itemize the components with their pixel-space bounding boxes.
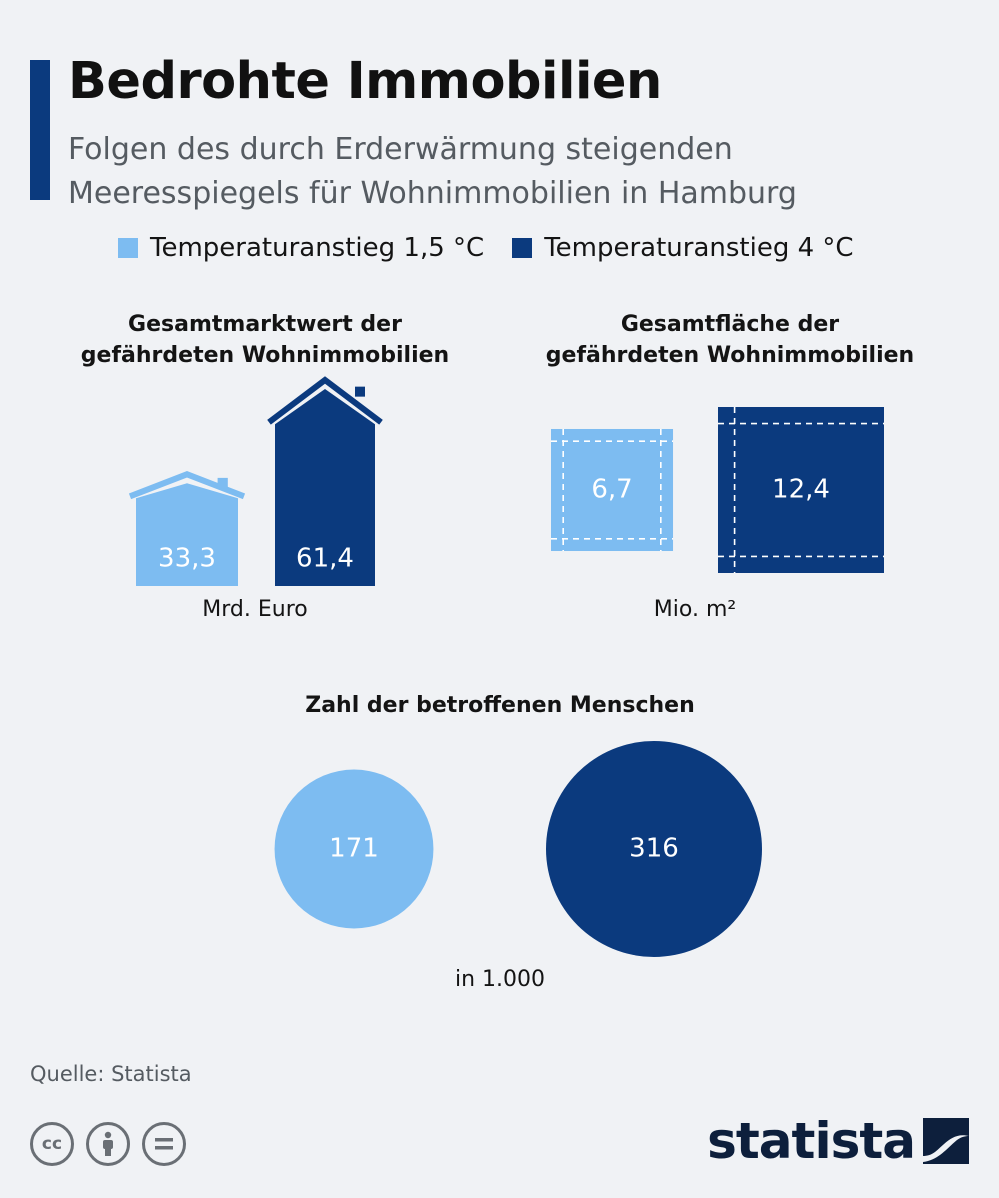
house-roof — [128, 471, 246, 500]
page-title: Bedrohte Immobilien — [68, 52, 662, 111]
subtitle-line-1: Folgen des durch Erderwärmung steigenden — [68, 132, 733, 167]
market-value-title-line-2: gefährdeten Wohnimmobilien — [80, 343, 450, 368]
house-icon — [136, 483, 238, 586]
area-title: Gesamtfläche der gefährdeten Wohnimmobil… — [520, 309, 940, 371]
people-circle — [274, 769, 434, 929]
people-circle — [546, 741, 762, 957]
house-chimney — [355, 386, 365, 397]
title-accent-bar — [30, 60, 50, 200]
brand-name: statista — [707, 1112, 916, 1170]
house-icon — [275, 389, 375, 586]
area-title-line-1: Gesamtfläche der — [620, 312, 840, 337]
area-square — [718, 407, 884, 573]
house-roof — [267, 376, 383, 425]
market-value-unit: Mrd. Euro — [202, 597, 308, 622]
cc-icon[interactable]: cc — [30, 1122, 74, 1166]
subtitle-line-2: Meeresspiegels für Wohnimmobilien in Ham… — [68, 176, 797, 211]
legend-swatch-1-5 — [118, 238, 138, 258]
people-value-label: 316 — [629, 834, 679, 864]
by-icon[interactable] — [86, 1122, 130, 1166]
source-note: Quelle: Statista — [30, 1062, 192, 1086]
nd-icon[interactable] — [142, 1122, 186, 1166]
statista-logo[interactable]: statista — [707, 1112, 969, 1170]
legend-swatch-4 — [512, 238, 533, 258]
legend: Temperaturanstieg 1,5 °C Temperaturansti… — [118, 231, 882, 265]
people-unit: in 1.000 — [454, 967, 546, 992]
area-value-label: 6,7 — [591, 475, 632, 505]
house-value-label: 33,3 — [158, 544, 216, 574]
area-value-label: 12,4 — [772, 475, 830, 505]
legend-item-1-5: Temperaturanstieg 1,5 °C — [118, 233, 484, 263]
area-title-line-2: gefährdeten Wohnimmobilien — [545, 343, 915, 368]
legend-label-4: Temperaturanstieg 4 °C — [544, 233, 854, 263]
chart-canvas: 33,3 61,4 6,7 12,4 171 316 — [128, 376, 884, 957]
license-icons: cc — [30, 1122, 198, 1166]
people-value-label: 171 — [329, 834, 379, 864]
legend-item-4: Temperaturanstieg 4 °C — [512, 233, 854, 263]
house-value-label: 61,4 — [296, 544, 354, 574]
page-subtitle: Folgen des durch Erderwärmung steigenden… — [68, 128, 968, 216]
area-unit: Mio. m² — [653, 597, 737, 622]
statista-logo-icon — [923, 1118, 969, 1164]
house-chimney — [217, 477, 228, 489]
market-value-title: Gesamtmarktwert der gefährdeten Wohnimmo… — [60, 309, 470, 371]
legend-label-1-5: Temperaturanstieg 1,5 °C — [150, 233, 485, 263]
people-title: Zahl der betroffenen Menschen — [305, 693, 695, 718]
area-square — [551, 428, 674, 552]
market-value-title-line-1: Gesamtmarktwert der — [128, 312, 402, 337]
